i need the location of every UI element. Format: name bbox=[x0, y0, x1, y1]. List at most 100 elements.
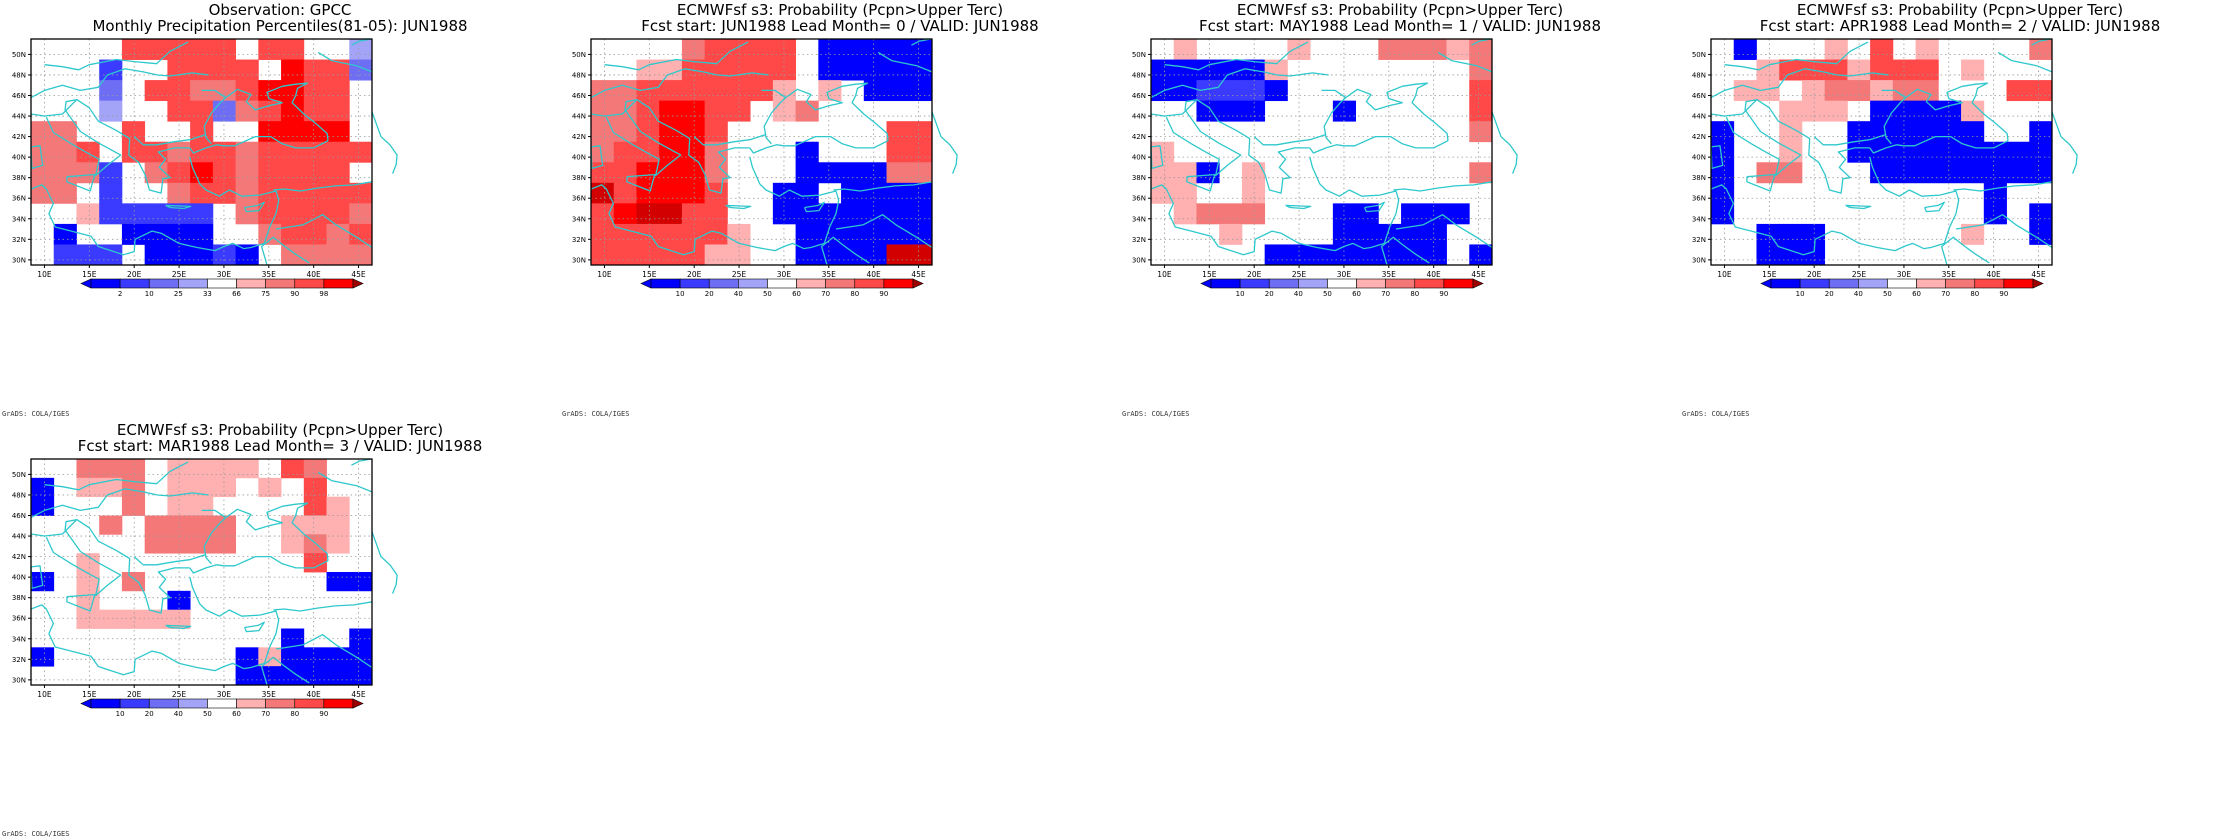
grid-cell bbox=[1983, 182, 2007, 204]
grid-cell bbox=[2029, 141, 2053, 163]
grid-cell bbox=[53, 223, 77, 245]
colorbar-label: 10 bbox=[1796, 290, 1805, 298]
coastline-path bbox=[1345, 82, 1449, 141]
x-tick-label: 30E bbox=[217, 690, 232, 699]
grid-cell bbox=[281, 534, 305, 554]
grid-cell bbox=[613, 203, 637, 225]
x-tick-label: 15E bbox=[82, 270, 97, 279]
grid-cell bbox=[591, 141, 615, 163]
colorbar-label: 80 bbox=[1410, 290, 1419, 298]
x-tick-label: 45E bbox=[1471, 270, 1486, 279]
colorbar-end-left bbox=[1200, 278, 1212, 289]
grid-cell bbox=[167, 515, 191, 535]
grid-cell bbox=[2006, 80, 2030, 102]
grid-cell bbox=[2029, 162, 2053, 184]
coastline-path bbox=[833, 181, 933, 192]
colorbar-label: 90 bbox=[290, 290, 299, 298]
y-tick-label: 40N bbox=[12, 154, 26, 162]
grid-cell bbox=[1332, 244, 1356, 266]
y-tick-label: 36N bbox=[1132, 195, 1146, 203]
y-tick-label: 36N bbox=[572, 195, 586, 203]
precip-map-chart: 10E 15E 20E 25E 30E 35E 40E 45E 30N 32N 34N 36N 38N 4… bbox=[1692, 38, 2078, 298]
grid-cell bbox=[144, 244, 168, 266]
grid-cell bbox=[99, 182, 123, 204]
colorbar-label: 50 bbox=[1883, 290, 1892, 298]
coastline-path bbox=[1997, 51, 2053, 73]
coastlines bbox=[30, 38, 398, 266]
grid-cell bbox=[818, 244, 842, 266]
colorbar-segment bbox=[207, 698, 237, 709]
grid-cell bbox=[1469, 162, 1493, 184]
grid-cell bbox=[53, 121, 77, 143]
grid-cell bbox=[591, 80, 615, 102]
grid-cell bbox=[235, 100, 259, 122]
coastline-path bbox=[1940, 236, 1990, 266]
coastline-path bbox=[1710, 98, 1802, 177]
coastline-path bbox=[1924, 201, 1945, 213]
colorbar-segment bbox=[178, 698, 208, 709]
grid-cell bbox=[212, 534, 236, 554]
x-tick-label: 20E bbox=[127, 270, 142, 279]
colorbar-label: 70 bbox=[1941, 290, 1950, 298]
coastline-path bbox=[590, 98, 682, 177]
coastline-path bbox=[76, 99, 190, 194]
y-tick-label: 44N bbox=[572, 113, 586, 121]
colorbar: 10 20 40 50 60 70 80 90 bbox=[1760, 278, 2044, 298]
grid-cell bbox=[31, 121, 55, 143]
coastline-path bbox=[30, 68, 209, 99]
grid-cell bbox=[886, 203, 910, 225]
grid-cell bbox=[750, 59, 774, 81]
grid-cell bbox=[99, 609, 123, 629]
coastline-path bbox=[201, 89, 227, 145]
grid-cell bbox=[190, 100, 214, 122]
map-frame bbox=[30, 458, 373, 686]
grid-cell bbox=[349, 666, 373, 686]
coastlines bbox=[1150, 38, 1518, 266]
grid-cell bbox=[886, 80, 910, 102]
coastline-path bbox=[66, 173, 96, 192]
map-frame bbox=[1150, 38, 1493, 266]
grid-cell bbox=[863, 162, 887, 184]
x-tick-label: 35E bbox=[1382, 270, 1397, 279]
grid-cell bbox=[281, 666, 305, 686]
colorbar-segment bbox=[679, 278, 710, 289]
grid-cell bbox=[303, 121, 327, 143]
grid-cell bbox=[190, 59, 214, 81]
grid-cell bbox=[1151, 59, 1175, 81]
grid-cell bbox=[281, 459, 305, 479]
grid-cell bbox=[2029, 39, 2053, 60]
grid-cell bbox=[1173, 203, 1197, 225]
coastline-path bbox=[178, 156, 280, 252]
grads-credit: GrADS: COLA/IGES bbox=[562, 410, 630, 418]
x-tick-label: 20E bbox=[1247, 270, 1262, 279]
y-tick-label: 34N bbox=[1692, 215, 1706, 223]
grid-cell bbox=[1801, 80, 1826, 102]
x-tick-label: 25E bbox=[1852, 270, 1867, 279]
grid-cell bbox=[144, 609, 168, 629]
grid-cell bbox=[121, 223, 146, 245]
coastline-path bbox=[76, 519, 190, 614]
colorbar-segment bbox=[1239, 278, 1270, 289]
grid-cell bbox=[909, 162, 933, 184]
y-tick-label: 46N bbox=[1692, 92, 1706, 100]
colorbar-segment bbox=[1916, 278, 1946, 289]
colorbar-label: 25 bbox=[174, 290, 183, 298]
coastline-path bbox=[165, 204, 192, 210]
grid-cell bbox=[1219, 80, 1243, 102]
coastline-path bbox=[260, 656, 310, 686]
x-tick-label: 10E bbox=[37, 690, 52, 699]
grid-cell bbox=[613, 121, 637, 143]
grid-cell bbox=[212, 162, 236, 184]
coastline-path bbox=[1471, 38, 1492, 46]
grid-cell bbox=[1196, 59, 1220, 81]
colorbar-label: 70 bbox=[821, 290, 830, 298]
colorbar-segment bbox=[1799, 278, 1830, 289]
grid-cell bbox=[681, 80, 706, 102]
grid-cell bbox=[681, 244, 706, 266]
y-tick-label: 48N bbox=[1692, 71, 1706, 79]
coastline-path bbox=[225, 502, 329, 561]
colorbar-segment bbox=[650, 278, 681, 289]
colorbar-segment bbox=[1356, 278, 1386, 289]
coastline-path bbox=[761, 89, 787, 145]
grid-cell bbox=[1801, 100, 1826, 122]
